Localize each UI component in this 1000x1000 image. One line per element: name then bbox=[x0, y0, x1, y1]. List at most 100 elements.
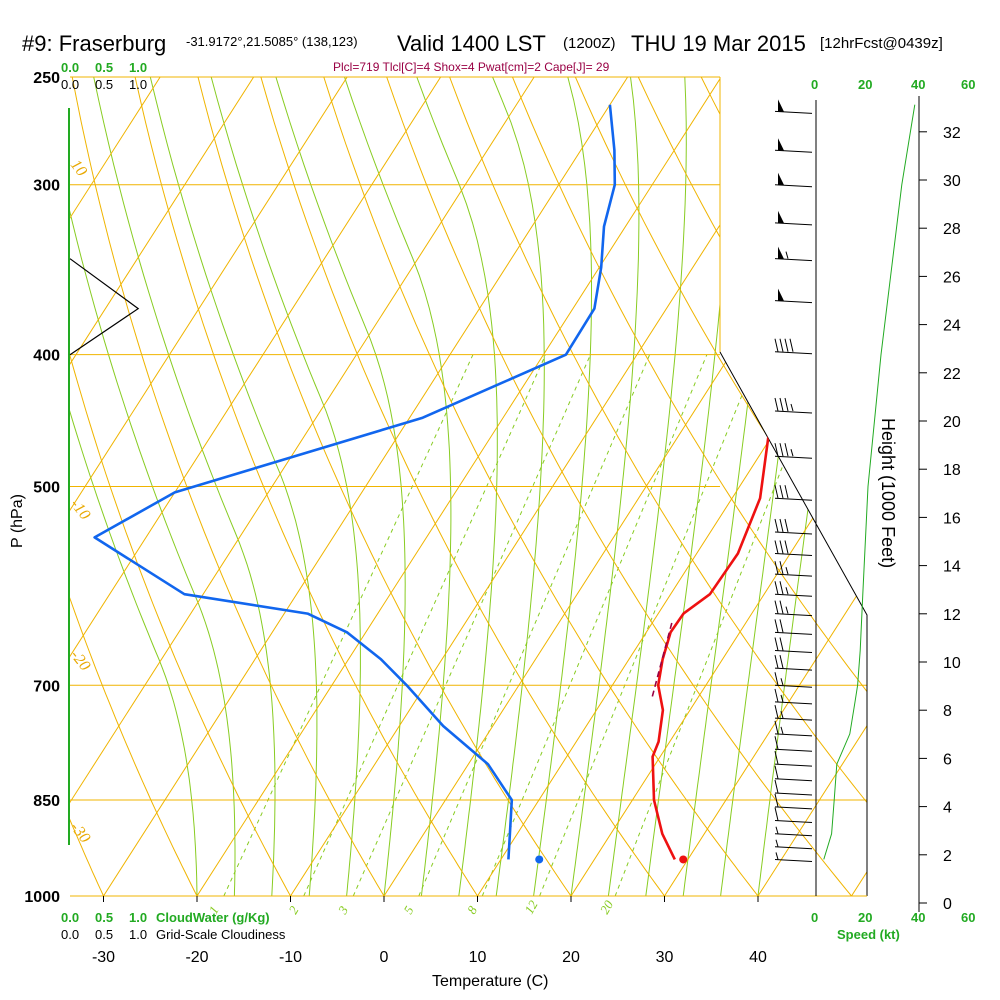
cloud-tick-green-0: 0.0 bbox=[61, 60, 79, 75]
cloud-tick-green-1: 0.5 bbox=[95, 910, 113, 925]
wind-barb bbox=[774, 172, 813, 188]
moist-adiabat-line bbox=[570, 77, 640, 896]
barb-staff bbox=[774, 833, 813, 837]
speed-tick-0: 0 bbox=[811, 77, 818, 92]
dry-adiabat-line bbox=[70, 77, 385, 896]
wind-barb bbox=[774, 779, 813, 796]
temperature-tick-label: 0 bbox=[380, 949, 389, 966]
height-tick-label: 24 bbox=[943, 318, 961, 335]
mixing-ratio-label: 2 bbox=[285, 903, 301, 917]
moist-adiabat-line bbox=[533, 77, 592, 896]
barb-flag bbox=[774, 561, 779, 575]
isotherm-line bbox=[70, 77, 255, 896]
height-tick-label: 12 bbox=[943, 607, 961, 624]
barb-staff bbox=[774, 846, 813, 850]
barb-staff bbox=[774, 300, 813, 304]
wind-barb bbox=[774, 619, 813, 635]
barb-flag bbox=[779, 561, 784, 575]
temperature-tick-label: -20 bbox=[185, 949, 208, 966]
pressure-tick-label: 1000 bbox=[24, 889, 60, 906]
barb-flag bbox=[774, 600, 779, 614]
barb-staff bbox=[774, 858, 813, 862]
height-tick-label: 6 bbox=[943, 751, 952, 768]
moist-adiabat-line bbox=[210, 77, 361, 896]
x-axis-title: Temperature (C) bbox=[432, 973, 548, 990]
valid-time: Valid 1400 LST bbox=[397, 31, 546, 56]
barb-staff bbox=[774, 351, 813, 355]
cloudiness-line bbox=[69, 258, 140, 356]
cloud-tick-black-0: 0.0 bbox=[61, 77, 79, 92]
barb-staff bbox=[774, 763, 813, 767]
barb-flag bbox=[774, 338, 779, 352]
barb-pennant bbox=[778, 210, 784, 224]
height-tick-label: 30 bbox=[943, 173, 961, 190]
barb-half-flag bbox=[775, 839, 779, 847]
barb-pennant bbox=[778, 172, 784, 186]
mixing-ratio-label: 20 bbox=[597, 897, 617, 916]
dry-adiabat-line bbox=[315, 77, 759, 896]
barb-flag bbox=[774, 751, 779, 765]
barb-staff bbox=[774, 717, 813, 721]
wind-barb bbox=[774, 288, 813, 304]
barb-half-flag bbox=[785, 567, 789, 575]
temperature-tick-label: -10 bbox=[279, 949, 302, 966]
wind-barb bbox=[774, 338, 813, 355]
barb-flag bbox=[779, 600, 784, 614]
barb-staff bbox=[774, 455, 813, 459]
temperature-tick-label: -30 bbox=[92, 949, 115, 966]
wind-barb bbox=[774, 655, 813, 671]
barb-staff bbox=[774, 701, 813, 705]
surface-temperature-point bbox=[679, 855, 688, 864]
wind-barb bbox=[774, 826, 813, 837]
axes-labels: 250 300 400 500 700 850 1000 -30 -20 -10 0 10 20 30 40 bbox=[24, 70, 767, 966]
height-tick-label: 8 bbox=[943, 703, 952, 720]
moist-adiabat-line bbox=[344, 77, 452, 896]
temperature-tick-label: 40 bbox=[749, 949, 767, 966]
cloud-scale-top: 0.0 0.5 1.0 0.0 0.5 1.0 bbox=[61, 60, 147, 92]
barb-pennant bbox=[778, 99, 784, 112]
isotherm-line bbox=[757, 77, 867, 896]
moist-adiabat-line bbox=[492, 77, 545, 896]
station-title: #9: Fraserburg bbox=[22, 31, 166, 56]
moist-adiabat-line bbox=[645, 77, 734, 896]
height-tick-label: 26 bbox=[943, 269, 961, 286]
barb-staff bbox=[774, 733, 813, 737]
barb-flag bbox=[774, 443, 779, 457]
mixing-ratio-label: 5 bbox=[400, 903, 416, 917]
mixing-ratio-lines bbox=[70, 77, 862, 896]
moist-adiabat-line bbox=[607, 77, 687, 896]
wind-barb bbox=[774, 518, 813, 535]
barb-half-flag bbox=[780, 710, 784, 719]
barb-flag bbox=[774, 765, 779, 779]
cloud-tick-black-1: 0.5 bbox=[95, 927, 113, 942]
barb-staff bbox=[774, 149, 813, 153]
height-tick-label: 32 bbox=[943, 125, 961, 142]
cloud-tick-green-2: 1.0 bbox=[129, 910, 147, 925]
barb-flag bbox=[779, 540, 784, 554]
moist-adiabat-line bbox=[757, 77, 862, 896]
barb-flag bbox=[789, 338, 794, 352]
dry-adiabat-line bbox=[70, 77, 198, 896]
barb-staff bbox=[774, 593, 813, 597]
speed-tick-0: 0 bbox=[811, 910, 818, 925]
speed-tick-60: 60 bbox=[961, 77, 975, 92]
y-axis-title: P (hPa) bbox=[9, 494, 26, 548]
speed-tick-40: 40 bbox=[911, 910, 925, 925]
wind-barb bbox=[774, 637, 813, 654]
stability-indices: Plcl=719 Tlcl[C]=4 Shox=4 Pwat[cm]=2 Cap… bbox=[333, 60, 610, 74]
surface-dewpoint-point bbox=[535, 855, 544, 864]
barb-half-flag bbox=[780, 726, 784, 735]
station-location: -31.9172°,21.5085° (138,123) bbox=[186, 34, 358, 49]
cloud-tick-green-2: 1.0 bbox=[129, 60, 147, 75]
barb-staff bbox=[774, 531, 813, 535]
chart-title: #9: Fraserburg -31.9172°,21.5085° (138,1… bbox=[22, 31, 943, 56]
barb-flag bbox=[779, 637, 784, 651]
barb-half-flag bbox=[790, 449, 794, 457]
wind-barb bbox=[774, 99, 813, 114]
isotherm-line bbox=[664, 77, 867, 896]
moist-adiabat-line bbox=[70, 77, 236, 896]
height-tick-label: 18 bbox=[943, 462, 961, 479]
barb-staff bbox=[774, 110, 813, 114]
isotherm-line bbox=[70, 77, 161, 896]
